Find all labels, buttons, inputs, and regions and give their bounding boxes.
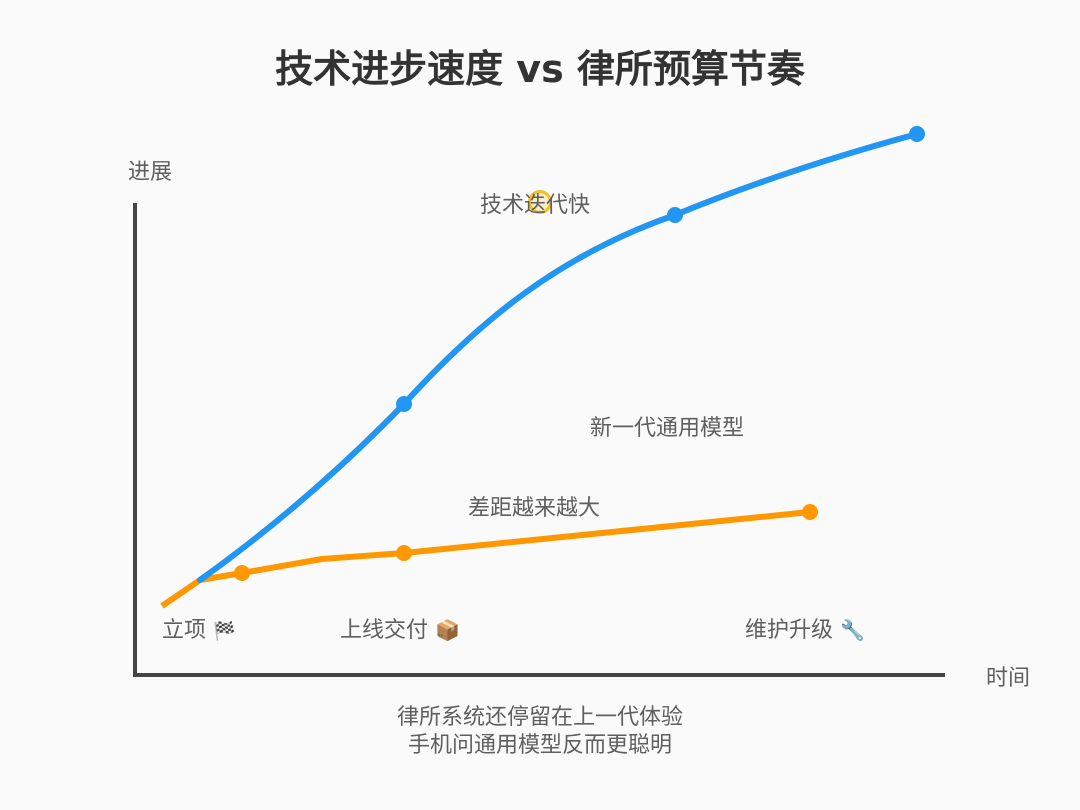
tech-point (909, 126, 925, 142)
lawfirm-point (234, 565, 250, 581)
annotation-new-model: 新一代通用模型 (590, 416, 745, 441)
annotation-gap: 差距越来越大 (468, 496, 601, 521)
annotation-tech-fast: 技术迭代快 (480, 193, 591, 218)
tech-point (396, 396, 412, 412)
caption-line-1: 律所系统还停留在上一代体验 (396, 705, 683, 730)
milestone-start: 立项 🏁 (162, 612, 235, 644)
milestone-label: 立项 (162, 618, 207, 643)
milestone-delivery: 上线交付 📦 (340, 612, 460, 644)
caption-line-2: 手机问通用模型反而更聪明 (407, 733, 672, 758)
x-axis-label: 时间 (986, 666, 1031, 691)
caption: 律所系统还停留在上一代体验 手机问通用模型反而更聪明 (0, 704, 1080, 760)
y-axis-label: 进展 (128, 160, 173, 185)
lawfirm-point (802, 504, 818, 520)
milestone-label: 上线交付 (340, 618, 429, 643)
tech-point (667, 207, 683, 223)
milestone-maintenance: 维护升级 🔧 (745, 612, 865, 644)
chart-title: 技术进步速度 vs 律所预算节奏 (275, 47, 805, 91)
highlight-marker (528, 190, 552, 214)
lawfirm-point (396, 545, 412, 561)
lawfirm-line (160, 509, 811, 609)
milestone-label: 维护升级 (745, 618, 834, 643)
package-icon: 📦 (435, 618, 460, 642)
checkered-flag-icon: 🏁 (213, 621, 236, 642)
tech-curve (197, 131, 920, 583)
wrench-icon: 🔧 (840, 618, 865, 642)
